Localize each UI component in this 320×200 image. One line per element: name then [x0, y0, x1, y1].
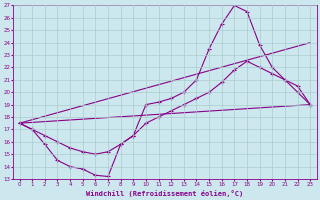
X-axis label: Windchill (Refroidissement éolien,°C): Windchill (Refroidissement éolien,°C): [86, 190, 244, 197]
